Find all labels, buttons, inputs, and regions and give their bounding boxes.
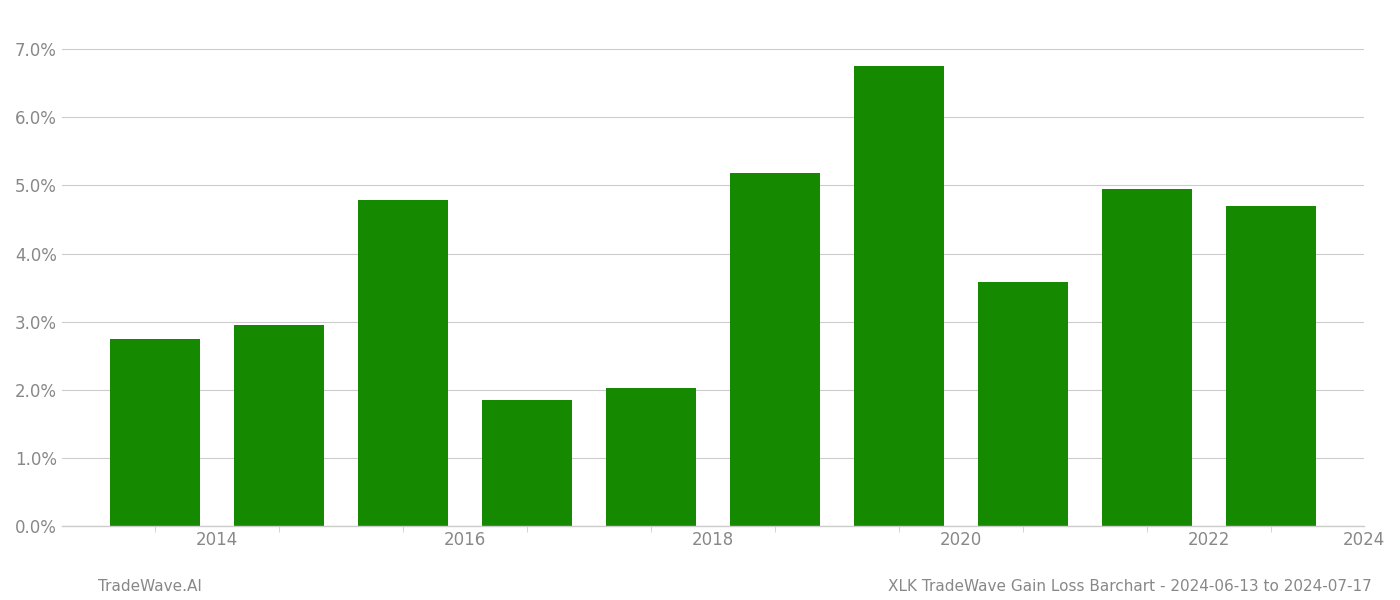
Bar [111,339,200,526]
Bar [234,325,323,526]
Text: XLK TradeWave Gain Loss Barchart - 2024-06-13 to 2024-07-17: XLK TradeWave Gain Loss Barchart - 2024-… [888,579,1372,594]
Bar [358,200,448,526]
Bar [731,173,819,526]
Bar [606,388,696,526]
Text: TradeWave.AI: TradeWave.AI [98,579,202,594]
Bar [1102,189,1191,526]
Bar [854,66,944,526]
Bar [1226,206,1316,526]
Bar [979,282,1068,526]
Bar [482,400,571,526]
